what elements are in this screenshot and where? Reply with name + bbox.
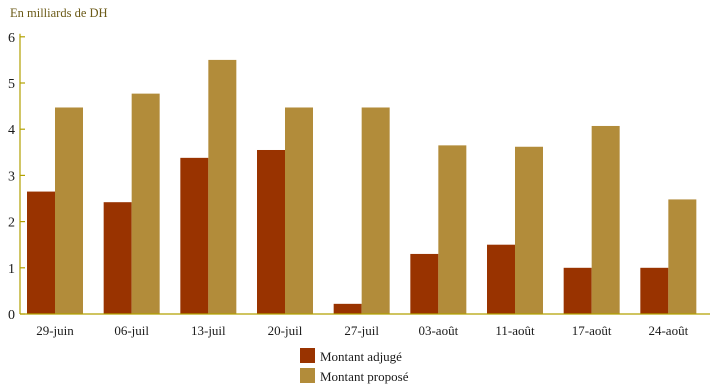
bar-adjuge-7 <box>563 267 592 314</box>
y-axis: 0 1 2 3 4 5 6 <box>8 31 25 323</box>
bar-adjuge-6 <box>487 244 515 314</box>
bar-propose-7 <box>591 125 620 314</box>
y-tick-label: 4 <box>8 123 15 138</box>
unit-label: En milliards de DH <box>10 6 108 20</box>
x-tick-label: 03-août <box>418 323 458 338</box>
bar-propose-1 <box>131 93 160 314</box>
legend-label-propose: Montant proposé <box>320 369 409 384</box>
bar-adjuge-5 <box>410 253 439 314</box>
bar-adjuge-0 <box>27 191 55 314</box>
y-tick-label: 0 <box>8 308 15 323</box>
bar-propose-5 <box>438 145 467 314</box>
bar-propose-0 <box>55 107 83 315</box>
y-tick-label: 5 <box>8 77 15 92</box>
legend-label-adjuge: Montant adjugé <box>320 349 402 364</box>
x-tick-label: 13-juil <box>191 323 226 338</box>
x-tick-label: 29-juin <box>36 323 74 338</box>
x-tick-label: 11-août <box>495 323 535 338</box>
x-tick-label: 17-août <box>572 323 612 338</box>
bar-adjuge-2 <box>180 157 209 314</box>
x-tick-label: 06-juil <box>114 323 149 338</box>
bar-adjuge-3 <box>257 149 285 314</box>
bar-adjuge-4 <box>333 303 362 314</box>
legend-swatch-adjuge <box>300 348 315 363</box>
x-tick-label: 20-juil <box>268 323 303 338</box>
bars-group <box>27 59 697 315</box>
x-tick-label: 27-juil <box>344 323 379 338</box>
legend-swatch-propose <box>300 368 315 383</box>
bar-propose-2 <box>208 59 237 315</box>
bar-adjuge-8 <box>640 267 669 314</box>
bar-propose-6 <box>515 146 543 314</box>
x-tick-label: 24-août <box>648 323 688 338</box>
y-tick-label: 3 <box>8 169 15 184</box>
bar-propose-8 <box>668 199 697 314</box>
y-tick-label: 1 <box>8 262 15 277</box>
bar-propose-3 <box>285 107 313 315</box>
x-axis: 29-juin 06-juil 13-juil 20-juil 27-juil 03-ao… <box>20 313 710 338</box>
y-tick-label: 2 <box>8 216 15 231</box>
legend: Montant adjugé Montant proposé <box>300 348 409 384</box>
y-tick-label: 6 <box>8 31 15 46</box>
bar-adjuge-1 <box>103 202 132 314</box>
bar-propose-4 <box>361 107 390 315</box>
